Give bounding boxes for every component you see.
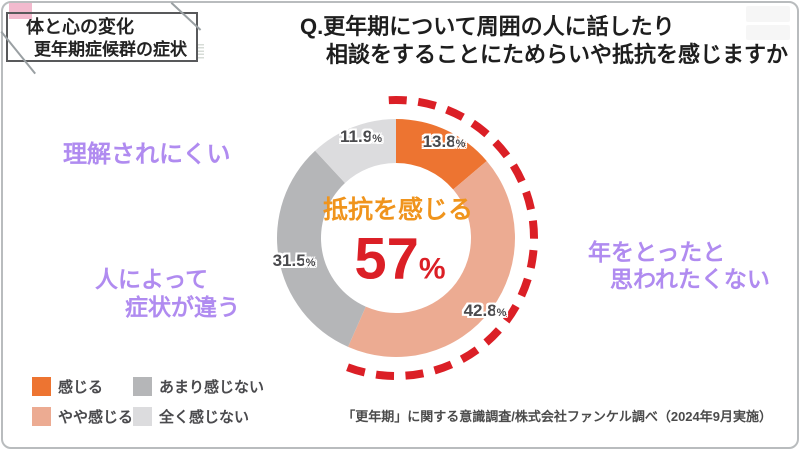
chart-legend: 感じる あまり感じない やや感じる 全く感じない xyxy=(32,376,264,427)
segment-label-kanjiru: 13.8% xyxy=(423,132,466,152)
segment-label-mattaku-kanjinai: 11.9% xyxy=(340,127,382,147)
percent-sign: % xyxy=(455,138,466,150)
question-line-1: Q.更年期について周囲の人に話したり xyxy=(300,14,675,39)
legend-label: あまり感じない xyxy=(159,379,265,396)
donut-chart xyxy=(277,96,538,380)
annotation-age-line-2: 思われたくない xyxy=(610,266,770,292)
topic-line-2: 更年期症候群の症状 xyxy=(34,40,187,59)
donut-segment-2 xyxy=(277,150,366,347)
donut-segment-3 xyxy=(315,119,396,184)
highlight-dashed-arc xyxy=(335,96,538,380)
segment-label-amari-kanjinai: 31.5% xyxy=(273,251,316,271)
donut-segment-1 xyxy=(348,161,515,357)
legend-item-yaya-kanjiru: やや感じる xyxy=(32,406,133,427)
topic-line-1: 体と心の変化 xyxy=(26,17,134,37)
watermark-shape xyxy=(746,6,790,22)
segment-value: 13.8 xyxy=(422,132,456,151)
watermark-shape xyxy=(746,24,790,40)
legend-swatch xyxy=(32,407,51,426)
donut-center-caption: 抵抗を感じる xyxy=(322,196,474,224)
segment-value: 11.9 xyxy=(340,127,373,146)
legend-swatch xyxy=(133,377,152,396)
annotation-symptoms-line-1: 人によって xyxy=(95,266,209,292)
legend-label: やや感じる xyxy=(58,409,134,426)
annotation-symptoms-line-2: 症状が違う xyxy=(125,294,240,320)
annotation-symptoms: 人によって 症状が違う xyxy=(95,265,240,321)
question-title: Q.更年期について周囲の人に話したり 相談をすることにためらいや抵抗を感じますか xyxy=(300,13,788,69)
highlight-percent-sign: % xyxy=(418,252,446,286)
percent-sign: % xyxy=(372,133,382,145)
legend-swatch xyxy=(32,377,51,396)
segment-value: 31.5 xyxy=(272,251,306,270)
legend-item-mattaku-kanjinai: 全く感じない xyxy=(133,406,264,427)
annotation-misunderstood: 理解されにくい xyxy=(63,141,231,168)
legend-swatch xyxy=(133,407,152,426)
legend-label: 全く感じない xyxy=(159,409,250,426)
highlight-number: 57 xyxy=(354,226,419,292)
annotation-age: 年をとったと 思われたくない xyxy=(588,239,770,293)
question-line-2: 相談をすることにためらいや抵抗を感じますか xyxy=(326,42,789,67)
topic-box: 体と心の変化 更年期症候群の症状 xyxy=(6,12,198,62)
legend-label: 感じる xyxy=(58,379,104,396)
percent-sign: % xyxy=(305,257,316,269)
survey-source: 「更年期」に関する意識調査/株式会社ファンケル調べ（2024年9月実施） xyxy=(342,409,772,424)
segment-label-yaya-kanjiru: 42.8% xyxy=(464,301,507,321)
donut-center-value: 57% xyxy=(354,226,445,293)
segment-value: 42.8 xyxy=(463,301,497,320)
pink-accent-block xyxy=(9,3,32,19)
annotation-age-line-1: 年をとったと xyxy=(588,239,726,265)
donut-segment-0 xyxy=(396,119,487,190)
legend-item-kanjiru: 感じる xyxy=(32,376,133,397)
legend-item-amari-kanjinai: あまり感じない xyxy=(133,376,264,397)
station-watermark-icon xyxy=(746,6,790,40)
percent-sign: % xyxy=(496,307,507,319)
